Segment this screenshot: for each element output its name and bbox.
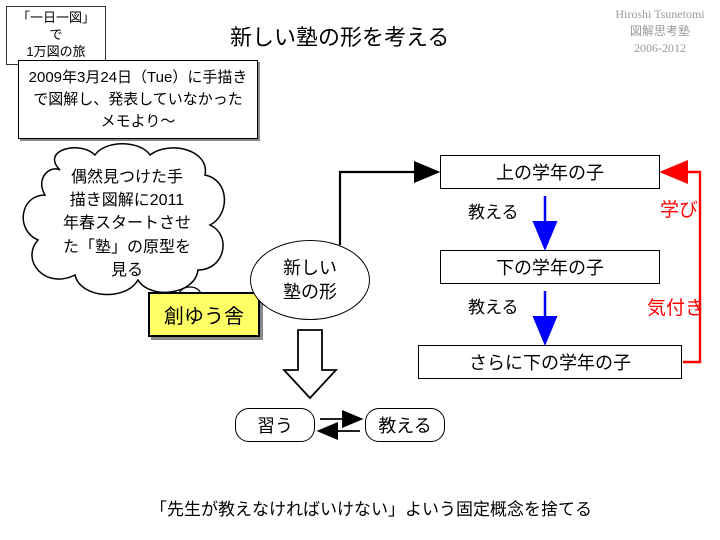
node-further: さらに下の学年の子 <box>418 345 682 379</box>
central-oval: 新しい塾の形 <box>250 240 370 320</box>
notice-label: 気付き <box>647 293 704 320</box>
series-label-box: 「一日一図」で1万図の旅 <box>6 6 106 65</box>
cloud-text: 偶然見つけた手描き図解に2011年春スタートさせた「塾」の原型を見る <box>42 166 212 282</box>
pair-right: 教える <box>365 408 445 442</box>
thought-cloud: 偶然見つけた手描き図解に2011年春スタートさせた「塾」の原型を見る <box>20 140 230 300</box>
node-upper-label: 上の学年の子 <box>496 159 604 185</box>
series-label: 「一日一図」で1万図の旅 <box>17 10 95 59</box>
page-title: 新しい塾の形を考える <box>230 20 449 52</box>
pair-left-label: 習う <box>257 412 293 438</box>
memo-box: 2009年3月24日（Tue）に手描きで図解し、発表していなかったメモより～ <box>18 60 258 139</box>
oval-text: 新しい塾の形 <box>283 256 337 305</box>
node-further-label: さらに下の学年の子 <box>469 349 631 375</box>
teach-label-1: 教える <box>468 198 519 223</box>
node-lower: 下の学年の子 <box>440 250 660 284</box>
bottom-caption: 「先生が教えなければいけない」よいう固定概念を捨てる <box>150 495 592 520</box>
highlight-box: 創ゆう舎 <box>148 292 260 337</box>
pair-left: 習う <box>235 408 315 442</box>
teach-label-2: 教える <box>468 293 519 318</box>
learn-label: 学び <box>660 195 698 222</box>
node-upper: 上の学年の子 <box>440 155 660 189</box>
node-lower-label: 下の学年の子 <box>496 254 604 280</box>
pair-right-label: 教える <box>378 412 431 438</box>
attribution: Hiroshi Tsunetomi図解思考塾2006-2012 <box>605 6 715 56</box>
